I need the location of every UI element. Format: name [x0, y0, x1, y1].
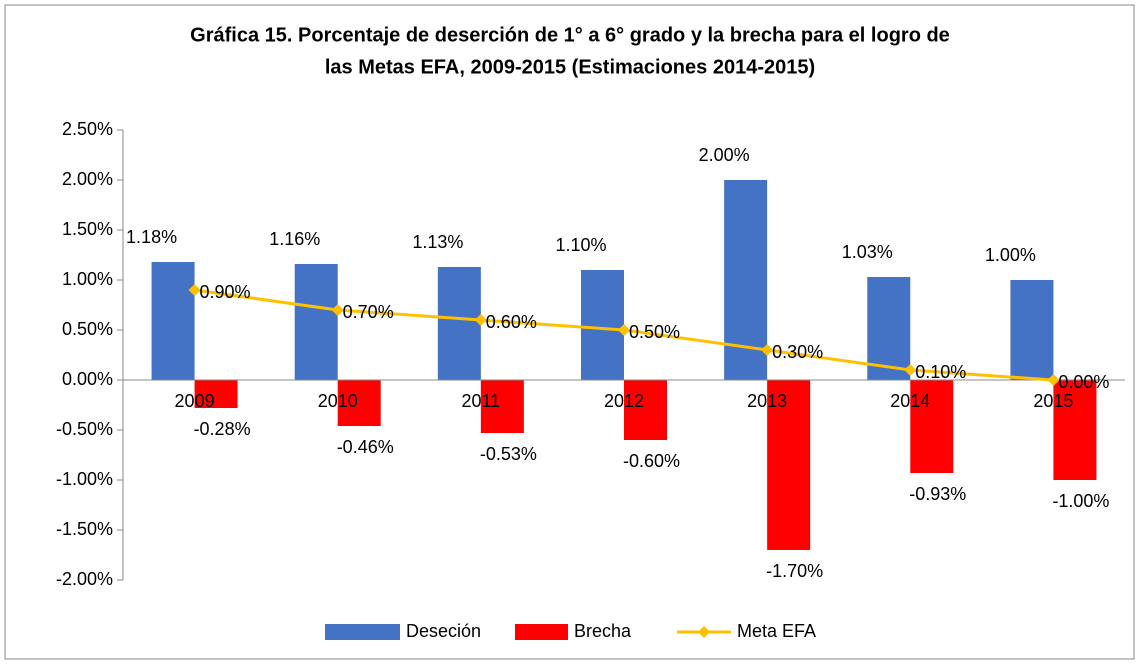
marker [188, 284, 201, 296]
marker [331, 304, 344, 316]
bar [581, 270, 624, 380]
y-tick-label: -1.00% [56, 469, 113, 489]
x-tick-label: 2009 [175, 391, 215, 411]
bar [437, 267, 481, 380]
y-tick-label: -1.50% [56, 519, 113, 539]
legend-label: Brecha [574, 621, 632, 641]
bar [337, 380, 381, 426]
data-label: 1.16% [269, 229, 320, 249]
bar [1053, 380, 1097, 480]
bar [194, 380, 238, 408]
y-tick-label: 1.50% [62, 219, 113, 239]
data-label: 0.90% [200, 282, 251, 302]
data-label: -1.70% [766, 561, 823, 581]
y-tick-label: 0.00% [62, 369, 113, 389]
legend-label: Meta EFA [737, 621, 816, 641]
data-label: 0.60% [486, 312, 537, 332]
legend-swatch [698, 626, 710, 638]
y-tick-label: 0.50% [62, 319, 113, 339]
legend-swatch [325, 624, 400, 640]
bar [151, 262, 195, 380]
bar [867, 277, 911, 380]
data-label: 0.70% [343, 302, 394, 322]
marker [761, 344, 774, 356]
bar [294, 264, 338, 380]
chart-title: las Metas EFA, 2009-2015 (Estimaciones 2… [325, 56, 815, 78]
bar [624, 380, 667, 440]
data-label: 1.03% [842, 242, 893, 262]
legend-label: Deseción [406, 621, 481, 641]
x-tick-label: 2010 [318, 391, 358, 411]
bar [910, 380, 954, 473]
marker [1047, 374, 1060, 386]
data-label: -0.60% [623, 451, 680, 471]
data-label: 1.13% [412, 232, 463, 252]
data-label: 0.50% [629, 322, 680, 342]
marker [474, 314, 487, 326]
y-tick-label: 2.00% [62, 169, 113, 189]
marker [618, 324, 630, 336]
x-tick-label: 2013 [747, 391, 787, 411]
data-label: -0.46% [337, 437, 394, 457]
y-tick-label: -2.00% [56, 569, 113, 589]
y-tick-label: 2.50% [62, 119, 113, 139]
marker [904, 364, 917, 376]
data-label: 0.00% [1058, 372, 1109, 392]
x-tick-label: 2012 [604, 391, 644, 411]
bar [1010, 280, 1054, 380]
legend-swatch [515, 624, 568, 640]
x-tick-label: 2014 [890, 391, 930, 411]
data-label: -0.28% [194, 419, 251, 439]
bar [767, 380, 811, 550]
y-tick-label: -0.50% [56, 419, 113, 439]
data-label: -0.93% [909, 484, 966, 504]
data-label: -0.53% [480, 444, 537, 464]
x-tick-label: 2015 [1033, 391, 1073, 411]
x-tick-label: 2011 [461, 391, 500, 411]
data-label: 1.10% [555, 235, 606, 255]
bar [480, 380, 524, 433]
data-label: 0.10% [915, 362, 966, 382]
data-label: 1.18% [126, 227, 177, 247]
chart-title: Gráfica 15. Porcentaje de deserción de 1… [190, 24, 950, 46]
data-label: 0.30% [772, 342, 823, 362]
data-label: 1.00% [985, 245, 1036, 265]
data-label: 2.00% [699, 145, 750, 165]
y-tick-label: 1.00% [62, 269, 113, 289]
data-label: -1.00% [1052, 491, 1109, 511]
